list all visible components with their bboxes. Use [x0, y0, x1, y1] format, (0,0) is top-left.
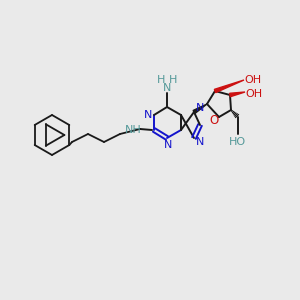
Text: H: H — [157, 75, 165, 85]
Polygon shape — [214, 80, 244, 93]
Text: O: O — [209, 115, 219, 128]
Text: OH: OH — [244, 75, 262, 85]
Text: H: H — [169, 75, 177, 85]
Text: OH: OH — [245, 89, 262, 99]
Text: N: N — [196, 137, 204, 147]
Text: HO: HO — [228, 137, 246, 147]
Polygon shape — [193, 104, 207, 113]
Polygon shape — [230, 92, 245, 97]
Text: N: N — [164, 140, 172, 150]
Text: N: N — [196, 103, 204, 113]
Text: N: N — [144, 110, 152, 120]
Text: N: N — [163, 83, 171, 93]
Text: NH: NH — [124, 125, 141, 135]
